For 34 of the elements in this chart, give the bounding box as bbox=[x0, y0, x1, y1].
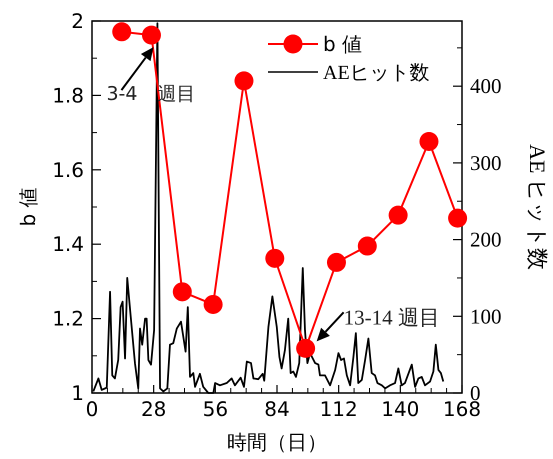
y2-axis-title: AE ヒット数 bbox=[525, 144, 550, 270]
x-tick-label: 140 bbox=[381, 397, 420, 421]
y-tick-label: 1.4 bbox=[52, 232, 84, 256]
point bbox=[172, 282, 192, 302]
point bbox=[388, 206, 408, 225]
annotation: 13-14 週目 bbox=[344, 305, 440, 330]
y-tick-label: 1.6 bbox=[52, 158, 84, 182]
point bbox=[419, 132, 438, 152]
point bbox=[234, 71, 254, 90]
point bbox=[326, 252, 346, 272]
x-tick-label: 56 bbox=[202, 397, 228, 421]
x-tick-label: 112 bbox=[320, 397, 358, 421]
y2-tick-label: 200 bbox=[470, 228, 502, 252]
point bbox=[204, 294, 223, 314]
y-tick-label: 1.8 bbox=[52, 83, 84, 108]
point bbox=[296, 338, 316, 358]
y2-tick-label: 100 bbox=[470, 304, 502, 328]
legend-label: b 値 bbox=[323, 32, 362, 56]
point bbox=[142, 26, 161, 45]
point bbox=[112, 22, 132, 42]
x-tick-label: 84 bbox=[264, 397, 290, 421]
x-tick-label: 0 bbox=[86, 397, 98, 421]
y2-tick-label: 400 bbox=[470, 74, 502, 98]
y-tick-label: 1.2 bbox=[52, 306, 84, 331]
point bbox=[448, 208, 468, 228]
legend-label: AEヒット数 bbox=[323, 62, 430, 84]
point bbox=[265, 248, 284, 268]
point bbox=[358, 236, 377, 256]
y-tick-label: 1 bbox=[71, 381, 84, 405]
y2-tick-label: 300 bbox=[470, 150, 502, 175]
x-tick-label: 28 bbox=[140, 397, 166, 421]
y-axis-title: b 値 bbox=[16, 187, 40, 227]
y-tick-label: 2 bbox=[71, 9, 84, 33]
x-axis-title: 時間（日） bbox=[227, 430, 327, 454]
